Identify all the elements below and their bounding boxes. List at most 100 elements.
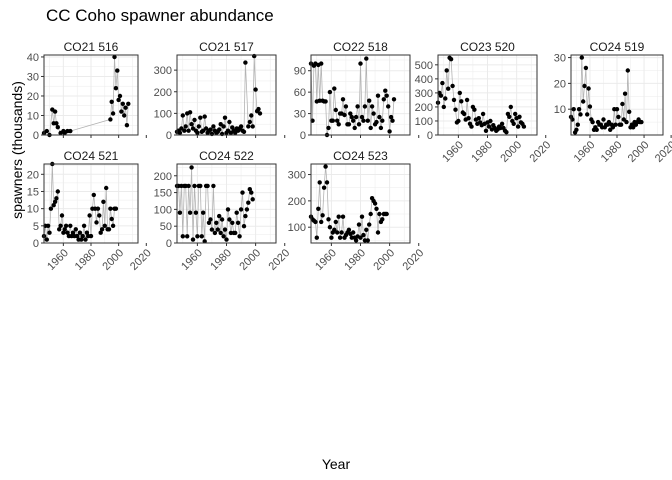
data-point [54, 121, 59, 126]
x-tick-label: 1980 [599, 139, 625, 165]
data-point [356, 222, 362, 227]
data-point [346, 227, 352, 232]
data-point [250, 124, 255, 129]
data-point [507, 114, 512, 120]
data-point [62, 227, 67, 232]
data-point [601, 117, 606, 122]
data-point [237, 234, 242, 239]
data-point [61, 230, 66, 235]
facet-panel: CO21 516 0 10 20 30 40 [27, 40, 147, 142]
data-point [63, 223, 69, 228]
data-point [521, 124, 527, 129]
x-tick-label: 2020 [401, 247, 427, 273]
data-point [225, 207, 231, 212]
data-point [469, 124, 474, 129]
data-point [517, 114, 522, 120]
y-tick-label: 0 [166, 130, 172, 142]
data-point [57, 227, 62, 232]
data-point [233, 230, 238, 236]
data-point [579, 55, 584, 60]
data-point [240, 190, 245, 195]
data-point [198, 183, 203, 189]
y-tick-label: 15 [27, 186, 39, 198]
data-point [327, 89, 333, 95]
data-point [582, 83, 587, 89]
x-tick-label: 2020 [528, 139, 554, 165]
data-point [384, 211, 389, 217]
facet-panel: CO21 517 0 100 200 300 [154, 40, 286, 142]
facet-strip-label: CO24 521 [64, 149, 119, 163]
data-point [81, 223, 87, 228]
x-tick-label: 2000 [100, 247, 126, 273]
y-tick-label: 100 [415, 116, 433, 128]
data-point [101, 199, 106, 204]
data-point [456, 118, 461, 124]
data-point [221, 124, 226, 129]
data-point [380, 118, 385, 123]
data-point [241, 129, 247, 134]
y-tick-label: 400 [415, 74, 433, 86]
data-point [446, 86, 451, 91]
data-point [387, 129, 392, 134]
data-point [314, 235, 319, 240]
data-point [343, 104, 349, 109]
data-point [377, 211, 382, 217]
data-point [440, 80, 445, 86]
data-point [84, 230, 90, 235]
data-point [186, 183, 191, 189]
data-point [377, 114, 382, 120]
data-point [323, 99, 328, 104]
data-point [206, 220, 212, 225]
data-point [353, 238, 359, 243]
data-point [217, 213, 222, 219]
data-point [185, 234, 190, 239]
data-point [222, 227, 228, 232]
data-point [336, 214, 341, 219]
data-point [441, 104, 446, 110]
data-point [576, 107, 582, 112]
data-point [75, 233, 80, 239]
data-point [375, 230, 381, 235]
data-point [594, 127, 599, 132]
data-point [624, 119, 629, 125]
data-point [587, 104, 593, 109]
data-point [337, 235, 343, 240]
x-tick-label: 1960 [179, 247, 205, 273]
x-tick-label: 2000 [237, 247, 263, 273]
data-point [222, 115, 228, 120]
data-point [193, 210, 199, 215]
data-point [95, 206, 101, 211]
data-point [476, 116, 481, 121]
data-point [45, 223, 51, 228]
data-point [183, 124, 188, 129]
data-point [192, 183, 197, 189]
data-point [51, 203, 56, 208]
data-point [583, 65, 589, 71]
data-point [110, 223, 116, 228]
y-tick-label: 0 [33, 238, 39, 250]
facet-panel: CO22 518 0 30 60 90 [294, 40, 420, 142]
data-point [472, 107, 477, 112]
data-point [88, 233, 94, 239]
data-point [208, 127, 213, 132]
y-tick-label: 20 [554, 78, 566, 90]
data-point [119, 109, 124, 114]
data-point [246, 200, 251, 205]
facet-panel: CO24 521 0 5 10 15 20 1960 1980 2000 2020 [27, 149, 154, 273]
facet-panel: CO24 519 10 20 30 1960 1980 2000 2020 [554, 40, 672, 165]
data-point [356, 122, 362, 127]
data-point [55, 189, 60, 194]
data-point [227, 217, 232, 222]
data-point [369, 104, 375, 109]
data-point [571, 107, 576, 112]
data-point [177, 130, 183, 135]
data-point [362, 104, 368, 109]
x-tick-label: 2000 [626, 139, 652, 165]
data-point [97, 213, 102, 218]
data-point [243, 60, 248, 65]
facet-strip-label: CO23 520 [460, 40, 515, 54]
y-tick-label: 30 [27, 71, 39, 83]
data-point [230, 125, 235, 130]
data-point [365, 238, 370, 243]
data-point [613, 122, 618, 127]
